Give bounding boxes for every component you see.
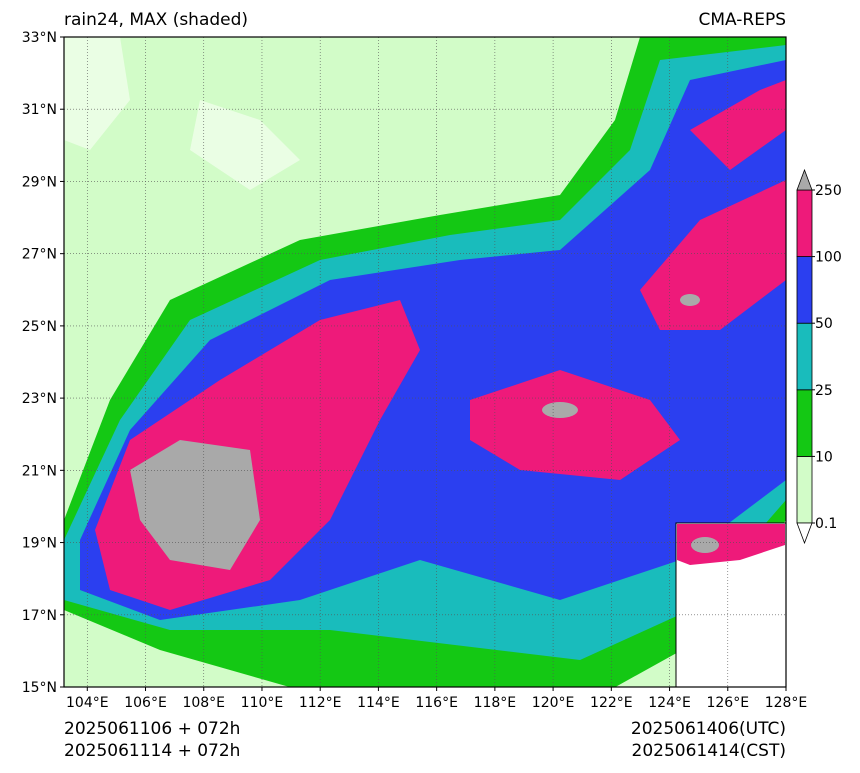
y-tick-label: 25°N	[22, 319, 57, 335]
axis-ticks: 104°E 106°E 108°E 110°E 112°E 114°E 116°E 118°E…	[22, 30, 808, 711]
colorbar-label: 50	[815, 316, 833, 332]
precipitation-field	[64, 37, 786, 687]
y-tick-label: 19°N	[22, 536, 57, 552]
x-tick-label: 122°E	[590, 695, 633, 711]
x-tick-label: 126°E	[706, 695, 749, 711]
x-tick-label: 106°E	[124, 695, 167, 711]
x-tick-label: 116°E	[415, 695, 458, 711]
y-tick-label: 21°N	[22, 463, 57, 479]
graticule	[64, 37, 786, 687]
x-tick-label: 124°E	[648, 695, 691, 711]
init-time-cst: 2025061114 + 072h	[64, 741, 240, 761]
inset-map	[675, 522, 787, 688]
colorbar-label: 100	[815, 250, 842, 266]
x-tick-label: 120°E	[532, 695, 575, 711]
colorbar-label: 10	[815, 449, 833, 465]
valid-time-utc: 2025061406(UTC)	[631, 719, 786, 739]
colorbar-label: 25	[815, 383, 833, 399]
map-title: rain24, MAX (shaded)	[64, 10, 248, 30]
x-tick-label: 118°E	[474, 695, 517, 711]
colorbar-segment	[796, 322, 813, 391]
valid-time-cst: 2025061414(CST)	[632, 741, 786, 761]
y-tick-label: 17°N	[22, 608, 57, 624]
colorbar-extend-max	[796, 168, 813, 191]
colorbar-segment	[796, 256, 813, 324]
y-tick-label: 31°N	[22, 102, 57, 118]
colorbar-segment	[796, 189, 813, 257]
x-tick-label: 110°E	[241, 695, 284, 711]
y-tick-label: 23°N	[22, 391, 57, 407]
colorbar-label: 0.1	[815, 516, 837, 532]
colorbar-extend-min	[796, 522, 813, 545]
colorbar-segment	[796, 455, 813, 524]
colorbar-segment	[796, 389, 813, 457]
colorbar: 0.1 10 25 50 100 250	[796, 168, 842, 545]
y-tick-label: 15°N	[22, 680, 57, 696]
x-tick-label: 114°E	[357, 695, 400, 711]
x-tick-label: 128°E	[765, 695, 808, 711]
model-name: CMA-REPS	[698, 10, 786, 30]
map-frame	[63, 36, 787, 688]
init-time-utc: 2025061106 + 072h	[64, 719, 240, 739]
x-tick-label: 112°E	[299, 695, 342, 711]
y-tick-label: 33°N	[22, 30, 57, 46]
y-tick-label: 27°N	[22, 247, 57, 263]
x-tick-label: 108°E	[182, 695, 225, 711]
colorbar-label: 250	[815, 183, 842, 199]
y-tick-label: 29°N	[22, 174, 57, 190]
x-tick-label: 104°E	[66, 695, 109, 711]
